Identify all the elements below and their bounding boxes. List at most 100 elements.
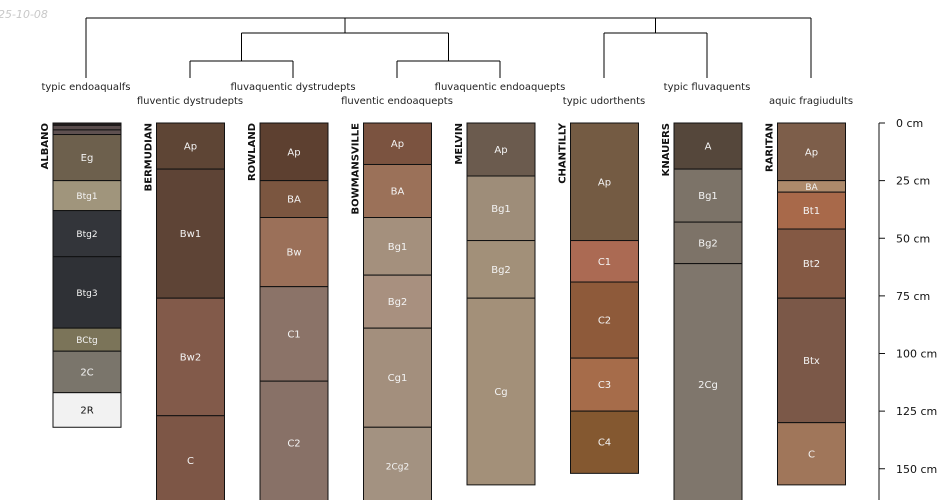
horizon-band [673, 263, 743, 500]
horizon-band [570, 410, 639, 474]
depth-tick-label: 25 cm [896, 175, 930, 188]
horizon-band [156, 168, 225, 299]
horizon-band [466, 297, 536, 486]
taxon-labels: typic endoaqualfs fluventic dystrudepts fl… [41, 82, 853, 107]
horizon-label: C2 [287, 439, 300, 450]
horizon-label: Ap [805, 147, 818, 158]
soil-profiles: Eg Btg1 Btg2 Btg3 BCtg 2C 2R ALBANO Ap Bw1 Bw2 C BER… [40, 122, 846, 500]
horizon-band [156, 122, 225, 170]
horizon-band [466, 122, 536, 177]
horizon-label: C [187, 456, 194, 467]
horizon-band [363, 274, 432, 329]
taxon-label: fluvaquentic dystrudepts [230, 82, 355, 93]
horizon-label: Bg2 [491, 265, 511, 276]
profile-name: MELVIN [454, 123, 465, 165]
horizon-label: 2Cg [698, 380, 718, 391]
horizon-label: Cg1 [388, 373, 408, 384]
horizon-label: Bg1 [698, 191, 718, 202]
horizon-band [363, 426, 432, 500]
depth-tick-label: 125 cm [896, 405, 937, 418]
depth-tick-label: 75 cm [896, 290, 930, 303]
horizon-label: C [808, 449, 815, 460]
horizon-band [363, 327, 432, 428]
horizon-band [52, 256, 122, 329]
depth-tick-label: 150 cm [896, 463, 937, 476]
horizon-label: Bt1 [803, 206, 820, 217]
soil-profile: Ap Bg1 Bg2 Cg MELVIN [454, 122, 536, 486]
horizon-label: A [705, 142, 712, 153]
dendrogram [85, 17, 812, 78]
horizon-band [673, 221, 743, 265]
horizon-label: Bw2 [180, 352, 201, 363]
horizon-label: Bw1 [180, 229, 201, 240]
depth-tick-label: 50 cm [896, 232, 930, 245]
horizon-label: Bg1 [491, 204, 511, 215]
taxon-label: typic endoaqualfs [41, 82, 130, 93]
soil-profile: Ap C1 C2 C3 C4 CHANTILLY [558, 122, 639, 474]
soil-profile: Ap Bw1 Bw2 C BERMUDIAN [144, 122, 225, 500]
horizon-label: Btx [803, 356, 820, 367]
taxon-label: aquic fragiudults [769, 96, 853, 107]
horizon-band [156, 415, 225, 500]
soil-profile: Eg Btg1 Btg2 Btg3 BCtg 2C 2R ALBANO [40, 122, 122, 428]
profile-name: ALBANO [40, 123, 51, 169]
horizon-band [259, 122, 329, 182]
depth-tick-label: 100 cm [896, 348, 937, 361]
depth-axis: 0 cm 25 cm 50 cm 75 cm 100 cm 125 cm 150 cm [878, 117, 937, 500]
horizon-label: 2Cg2 [386, 463, 409, 473]
horizon-band [673, 122, 743, 170]
horizon-label: Btg1 [76, 192, 97, 202]
horizon-label: Ap [184, 142, 197, 153]
horizon-band [777, 228, 846, 299]
horizon-label: BCtg [76, 336, 98, 346]
horizon-band [777, 297, 846, 424]
horizon-band [52, 124, 122, 131]
soil-profile: Ap BA Bt1 Bt2 Btx C RARITAN [765, 122, 846, 486]
profile-name: CHANTILLY [558, 122, 569, 184]
horizon-label: Eg [81, 153, 94, 164]
horizon-label: Bg2 [698, 238, 718, 249]
horizon-band [259, 180, 329, 219]
profile-name: BOWMANSVILLE [351, 123, 362, 215]
horizon-band [52, 392, 122, 428]
horizon-label: Btg2 [76, 230, 97, 240]
horizon-band [259, 217, 329, 288]
horizon-band [52, 129, 122, 136]
horizon-label: Ap [598, 177, 611, 188]
horizon-label: Ap [391, 139, 404, 150]
horizon-label: 2C [80, 367, 93, 378]
horizon-label: BA [287, 195, 301, 206]
soil-profile: A Bg1 Bg2 2Cg KNAUERS [661, 122, 743, 500]
profile-name: KNAUERS [661, 123, 672, 176]
profile-name: BERMUDIAN [144, 123, 155, 191]
horizon-band [363, 163, 432, 219]
horizon-band [570, 240, 639, 283]
horizon-band [466, 240, 536, 299]
taxon-label: fluventic dystrudepts [137, 96, 243, 107]
taxon-label: fluvaquentic endoaquepts [435, 82, 566, 93]
horizon-band [777, 122, 846, 182]
horizon-band [52, 210, 122, 258]
horizon-label: Ap [494, 145, 507, 156]
horizon-label: C2 [598, 316, 611, 327]
profile-name: ROWLAND [247, 123, 258, 181]
horizon-label: C1 [598, 257, 611, 268]
horizon-label: Bw [286, 248, 301, 259]
soil-profile: Ap BA Bg1 Bg2 Cg1 2Cg2 BOWMANSVILLE [351, 122, 432, 500]
horizon-band [777, 422, 846, 486]
date-stamp: 25-10-08 [0, 8, 48, 21]
horizon-band [466, 175, 536, 242]
horizon-band [777, 191, 846, 230]
taxon-label: typic fluvaquents [664, 82, 751, 93]
horizon-label: C4 [598, 438, 611, 449]
horizon-label: 2R [80, 405, 93, 416]
taxon-label: fluventic endoaquepts [341, 96, 453, 107]
horizon-label: C1 [287, 329, 300, 340]
horizon-label: BA [391, 186, 405, 197]
horizon-label: Btg3 [76, 289, 97, 299]
profile-name: RARITAN [765, 123, 776, 172]
horizon-label: BA [805, 183, 818, 193]
horizon-label: C3 [598, 380, 611, 391]
horizon-band [570, 122, 639, 242]
